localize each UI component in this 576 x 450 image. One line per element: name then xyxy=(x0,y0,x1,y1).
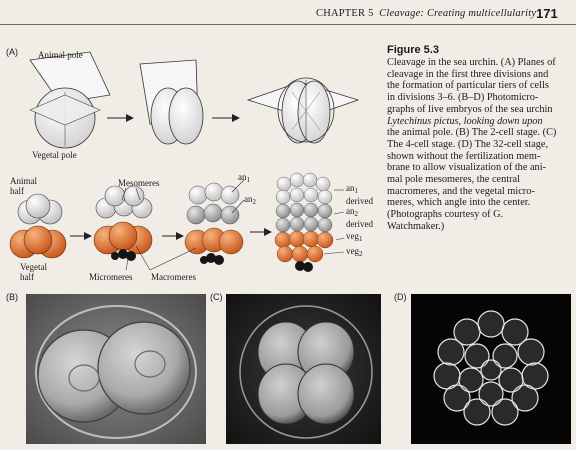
label-an1: an1 xyxy=(238,172,250,184)
label-veg2: veg2 xyxy=(346,246,363,258)
label-veg1-text: veg xyxy=(346,231,359,241)
caption-line: the animal pole. (B) The 2-cell stage. (… xyxy=(387,127,557,139)
caption-line: mal pole mesomeres, the central xyxy=(387,174,520,186)
label-animal-half: Animal half xyxy=(10,176,37,196)
photo-two-cell-svg xyxy=(26,294,206,444)
caption-line: shown without the fertilization mem- xyxy=(387,150,541,162)
caption-line: macromeres, and the vegetal micro- xyxy=(387,185,535,197)
caption-line: Watchmaker.) xyxy=(387,220,445,232)
label-an1-text: an xyxy=(238,172,247,182)
eight-cell-embryo xyxy=(9,193,67,259)
photo-four-cell-svg xyxy=(226,294,381,444)
subscript: 1 xyxy=(246,176,251,184)
label-animal-half-line1: Animal xyxy=(10,176,37,186)
label-vegetal-half-line1: Vegetal xyxy=(20,262,47,272)
subscript: 2 xyxy=(359,250,363,258)
label-animal-half-line2: half xyxy=(10,186,24,196)
label-veg2-text: veg xyxy=(346,246,359,256)
label-an2-derived-line2: derived xyxy=(346,219,373,229)
subscript: 1 xyxy=(359,235,363,243)
photo-thirty-two-cell xyxy=(411,294,571,444)
photo-four-cell xyxy=(226,294,381,444)
caption-line: the formation of particular tiers of cel… xyxy=(387,80,549,92)
caption-line: Lytechinus pictus, looking down upon xyxy=(387,115,543,127)
caption-line: Cleavage in the sea urchin. (A) Planes o… xyxy=(387,57,556,68)
label-an2-derived-line1: an2 xyxy=(346,206,373,219)
caption-line: (Photographs courtesy of G. xyxy=(387,209,504,221)
label-an1-derived-text: an xyxy=(346,183,355,193)
sixteen-cell-embryo xyxy=(93,185,153,261)
panel-d-label: (D) xyxy=(394,292,407,302)
cleavage-diagram xyxy=(0,28,385,290)
label-macromeres: Macromeres xyxy=(151,272,196,282)
caption-line: cleavage in the first three divisions an… xyxy=(387,68,549,80)
label-micromeres: Micromeres xyxy=(89,272,133,282)
caption-line: meres, which angle into the center. xyxy=(387,197,531,209)
header-rule xyxy=(0,24,576,25)
label-vegetal-half-line2: half xyxy=(20,272,34,282)
label-veg1: veg1 xyxy=(346,231,363,243)
two-cell-embryo xyxy=(139,59,204,145)
label-vegetal-pole: Vegetal pole xyxy=(32,150,77,160)
figure-label: Figure 5.3 xyxy=(387,44,439,56)
label-an1-derived-line1: an1 xyxy=(346,183,373,196)
subscript: 2 xyxy=(354,210,359,218)
thirty-two-cell-embryo xyxy=(184,182,244,265)
subscript: 2 xyxy=(252,198,257,206)
chapter-heading: CHAPTER 5 Cleavage: Creating multicellul… xyxy=(316,8,536,19)
chapter-title: Cleavage: Creating multicellularity xyxy=(379,8,537,19)
label-an2-derived: an2 derived xyxy=(346,206,373,229)
label-an2-text: an xyxy=(244,194,253,204)
label-an2: an2 xyxy=(244,194,256,206)
caption-line: in divisions 3–6. (B–D) Photomicro- xyxy=(387,92,539,104)
caption-line: graphs of live embryos of the sea urchin xyxy=(387,103,553,115)
caption-line: The 4-cell stage. (D) The 32-cell stage, xyxy=(387,138,549,150)
label-an1-derived-line2: derived xyxy=(346,196,373,206)
label-vegetal-half: Vegetal half xyxy=(20,262,47,282)
label-mesomeres: Mesomeres xyxy=(118,178,160,188)
panel-a-label: (A) xyxy=(6,47,18,57)
sixty-four-cell-embryo xyxy=(274,172,345,272)
page-number: 171 xyxy=(536,6,558,21)
cleavage-diagram-svg xyxy=(9,51,360,272)
panel-b-label: (B) xyxy=(6,292,18,302)
photo-thirty-two-cell-svg xyxy=(411,294,571,444)
subscript: 1 xyxy=(354,187,359,195)
egg-first-plane xyxy=(29,51,111,149)
photo-two-cell xyxy=(26,294,206,444)
label-animal-pole: Animal pole xyxy=(38,50,83,60)
label-an2-derived-text: an xyxy=(346,206,355,216)
running-header: CHAPTER 5 Cleavage: Creating multicellul… xyxy=(0,0,576,26)
four-cell-embryo xyxy=(246,77,360,144)
chapter-label: CHAPTER 5 xyxy=(316,8,374,19)
panel-c-label: (C) xyxy=(210,292,223,302)
caption-line: brane to allow visualization of the ani- xyxy=(387,162,546,174)
label-an1-derived: an1 derived xyxy=(346,183,373,206)
figure-caption: Cleavage in the sea urchin. (A) Planes o… xyxy=(387,57,572,233)
